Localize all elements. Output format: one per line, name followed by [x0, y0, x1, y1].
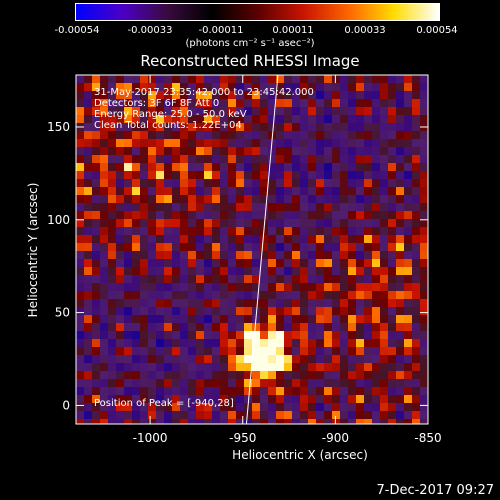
- plot-frame: [75, 74, 429, 425]
- annotation-energy: Energy Range: 25.0 - 50.0 keV: [94, 109, 247, 120]
- colorbar-tick: 0.00011: [272, 25, 314, 36]
- colorbar-tick: -0.00011: [198, 25, 244, 36]
- heatmap-image: [76, 75, 428, 424]
- limb-line: [245, 74, 279, 425]
- annotation-detectors: Detectors: 3F 6F 8F Att 0: [94, 98, 220, 109]
- chart-title: Reconstructed RHESSI Image: [140, 52, 360, 70]
- y-tick-label: 50: [55, 306, 70, 320]
- x-tick-label: -1000: [133, 431, 168, 445]
- y-tick-label: 0: [62, 398, 70, 412]
- y-tick-label: 100: [47, 213, 70, 227]
- annotation-clean: Clean Total counts: 1.22E+04: [94, 120, 242, 131]
- colorbar-tick: 0.00033: [344, 25, 386, 36]
- x-tick-label: -850: [414, 431, 441, 445]
- x-axis-label: Heliocentric X (arcsec): [232, 448, 368, 462]
- colorbar-tick: -0.00054: [54, 25, 100, 36]
- colorbar-units: (photons cm⁻² s⁻¹ asec⁻²): [185, 38, 315, 49]
- colorbar-tick: -0.00033: [127, 25, 173, 36]
- x-tick-label: -900: [322, 431, 349, 445]
- colorbar: [75, 3, 440, 21]
- annotation-peak: Position of Peak = [-940,28]: [94, 398, 234, 409]
- x-tick-label: -950: [229, 431, 256, 445]
- y-tick-label: 150: [47, 120, 70, 134]
- y-axis-label: Heliocentric Y (arcsec): [26, 183, 40, 318]
- annotation-time-range: 31-May-2017 23:35:42.000 to 23:45:42.000: [94, 87, 314, 98]
- timestamp: 7-Dec-2017 09:27: [376, 483, 495, 498]
- colorbar-tick: 0.00054: [416, 25, 458, 36]
- axis-ticks: -1000 -950 -900 -850 0 50 100 150: [47, 75, 442, 445]
